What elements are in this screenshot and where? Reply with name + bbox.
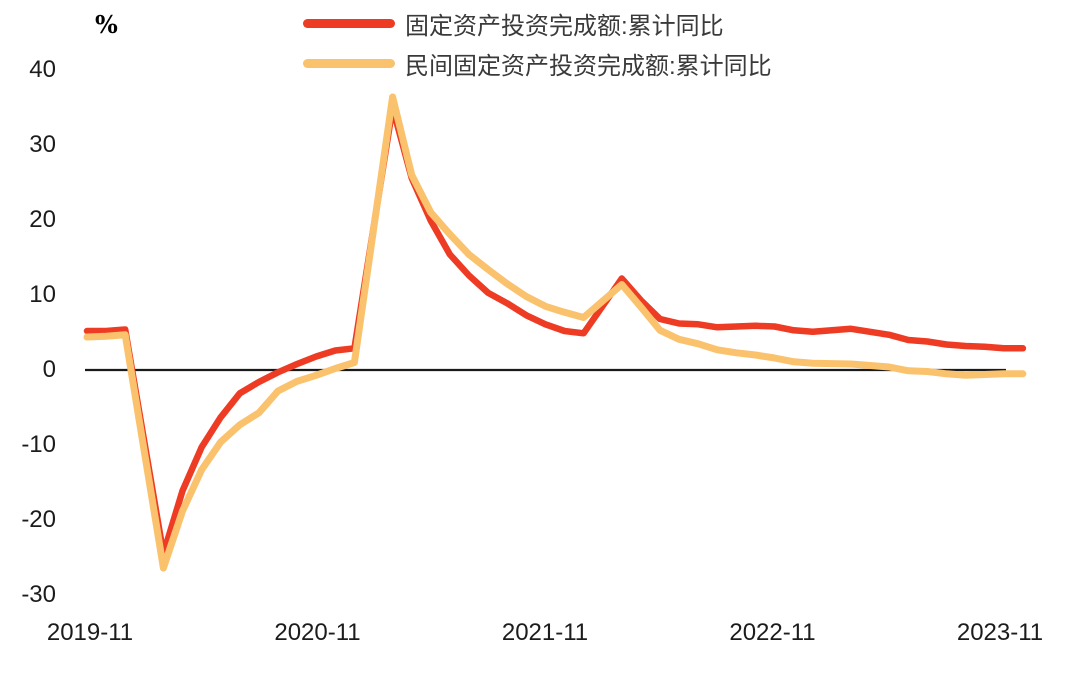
y-tick-label: 40	[29, 56, 56, 83]
legend-item-fai: 固定资产投资完成额:累计同比	[303, 10, 772, 40]
y-tick-label: 20	[29, 206, 56, 233]
x-tick-label: 2021-11	[501, 619, 589, 646]
x-tick-label: 2019-11	[46, 619, 134, 646]
y-tick-label: -20	[21, 506, 56, 533]
x-tick-label: 2022-11	[729, 619, 816, 646]
private-fai-series-label: 民间固定资产投资完成额:累计同比	[405, 52, 772, 80]
legend-item-private-fai: 民间固定资产投资完成额:累计同比	[303, 50, 772, 80]
x-tick-label: 2020-11	[274, 619, 361, 646]
fai-series-label: 固定资产投资完成额:累计同比	[405, 12, 724, 40]
y-tick-label: -10	[21, 431, 56, 458]
series-line-0	[83, 104, 1027, 558]
fai-series-swatch-icon	[303, 18, 395, 28]
private-fai-series-swatch-icon	[303, 58, 395, 68]
y-tick-label: -30	[21, 581, 56, 608]
chart-legend: 固定资产投资完成额:累计同比 民间固定资产投资完成额:累计同比	[303, 10, 772, 80]
y-tick-label: 0	[42, 356, 56, 383]
x-tick-label: 2023-11	[956, 619, 1044, 646]
y-tick-label: 30	[29, 131, 56, 158]
y-tick-label: 10	[29, 281, 56, 308]
series-line-1	[83, 93, 1027, 572]
y-axis-unit-label: %	[95, 10, 118, 39]
